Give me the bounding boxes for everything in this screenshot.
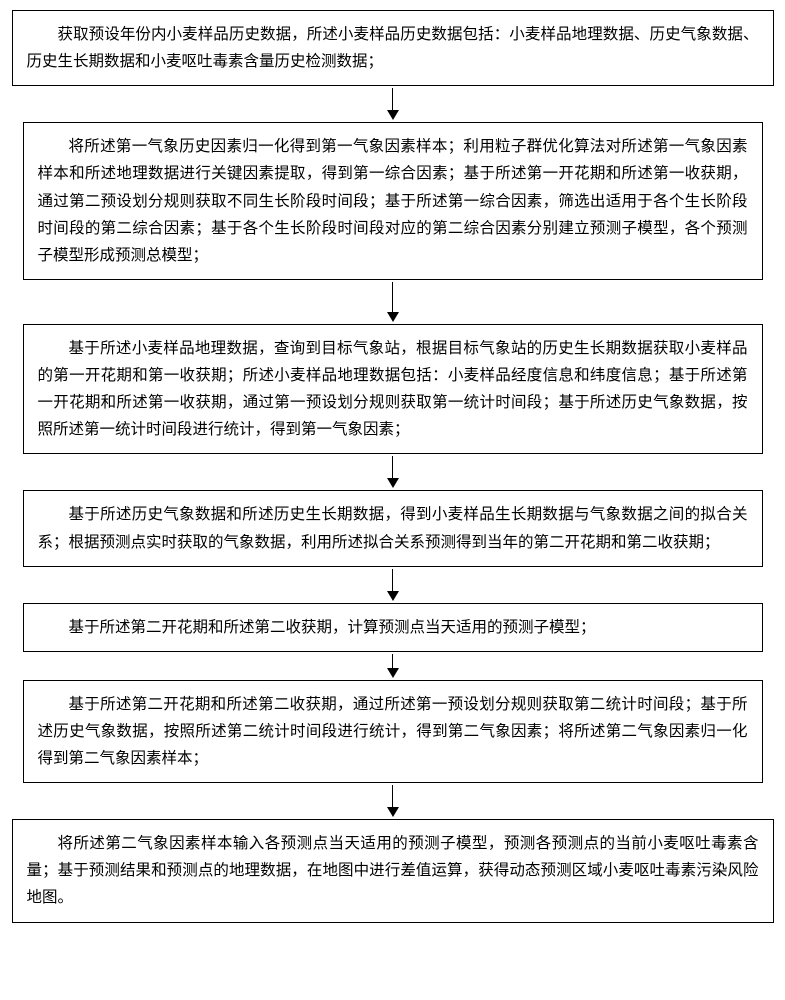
flow-step-4: 基于所述历史气象数据和所述历史生长期数据，得到小麦样品生长期数据与气象数据之间的… (23, 490, 763, 566)
flow-arrow (387, 654, 399, 678)
flow-arrow (387, 88, 399, 120)
flow-step-2: 将所述第一气象历史因素归一化得到第一气象因素样本；利用粒子群优化算法对所述第一气… (23, 122, 763, 280)
flow-arrow (387, 456, 399, 488)
flow-arrow (387, 282, 399, 322)
flow-step-7: 将所述第二气象因素样本输入各预测点当天适用的预测子模型，预测各预测点的当前小麦呕… (12, 819, 774, 922)
flow-step-1: 获取预设年份内小麦样品历史数据，所述小麦样品历史数据包括：小麦样品地理数据、历史… (12, 10, 774, 86)
flow-step-3: 基于所述小麦样品地理数据，查询到目标气象站，根据目标气象站的历史生长期数据获取小… (23, 324, 763, 455)
flow-arrow (387, 785, 399, 817)
flow-step-5: 基于所述第二开花期和所述第二收获期，计算预测点当天适用的预测子模型； (23, 603, 763, 652)
flowchart-container: 获取预设年份内小麦样品历史数据，所述小麦样品历史数据包括：小麦样品地理数据、历史… (10, 10, 775, 923)
flow-step-6: 基于所述第二开花期和所述第二收获期，通过所述第一预设划分规则获取第二统计时间段；… (23, 680, 763, 783)
flow-arrow (387, 569, 399, 601)
